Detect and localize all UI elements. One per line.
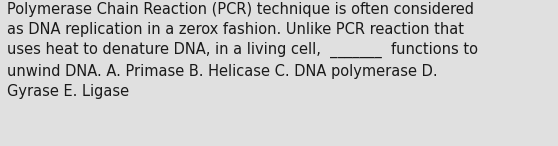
Text: Polymerase Chain Reaction (PCR) technique is often considered
as DNA replication: Polymerase Chain Reaction (PCR) techniqu…	[7, 2, 478, 99]
